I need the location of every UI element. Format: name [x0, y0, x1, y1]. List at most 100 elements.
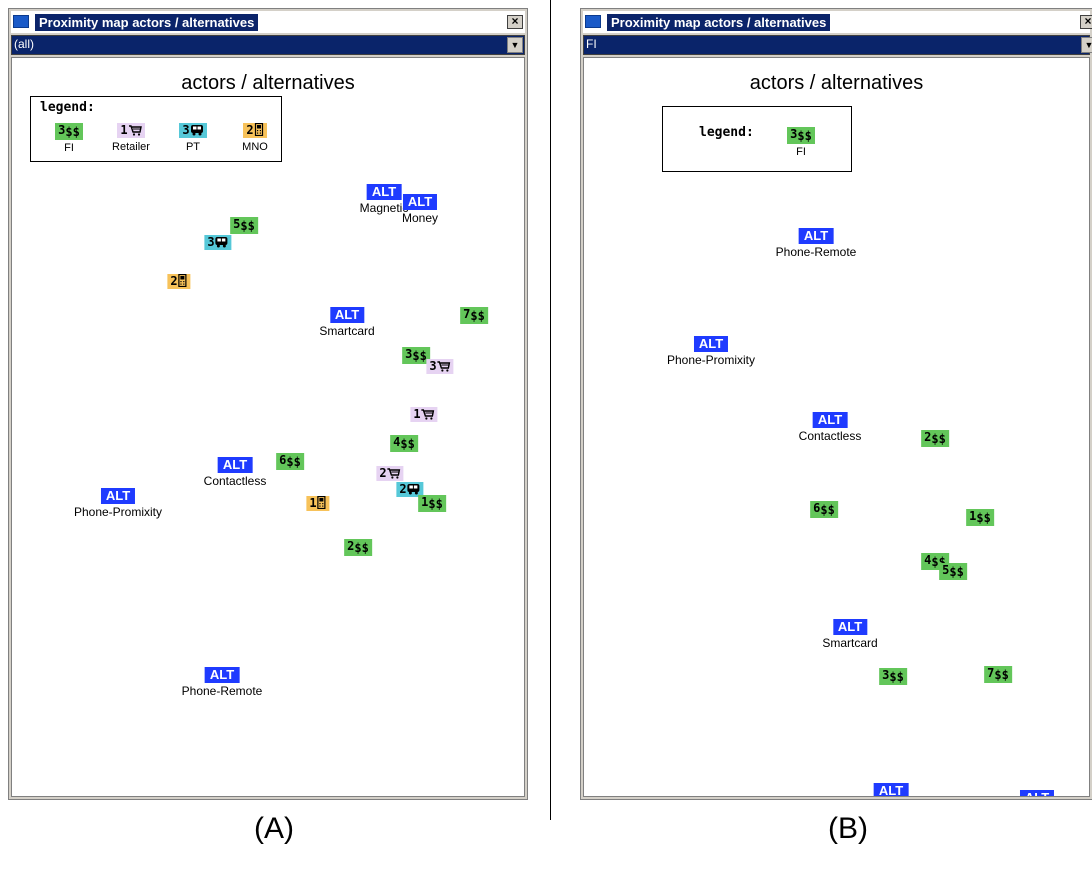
proximity-map-window-b: Proximity map actors / alternatives × FI…: [580, 8, 1092, 800]
fi-actor-marker[interactable]: 4$$: [390, 433, 418, 452]
pt-actor-marker[interactable]: 3: [204, 233, 232, 251]
bus-icon: [407, 484, 420, 495]
fi-actor-marker[interactable]: 3$$: [879, 666, 907, 685]
actor-count: 3: [790, 127, 798, 141]
actor-count: 5: [942, 563, 950, 577]
window-icon: [13, 15, 29, 28]
retailer-actor-marker[interactable]: 2: [376, 464, 404, 482]
fi-actor-marker[interactable]: 2$$: [344, 537, 372, 556]
actor-count: 2: [347, 539, 355, 553]
dollar-icon: $$: [65, 125, 80, 139]
actor-count: 7: [987, 666, 995, 680]
fi-actor-marker[interactable]: 1$$: [418, 493, 446, 512]
phone-icon: [317, 496, 326, 509]
filter-value: (all): [14, 37, 34, 51]
alternative-phone-remote[interactable]: ALT Phone-Remote: [181, 666, 263, 698]
alternative-contactless[interactable]: ALT Contactless: [203, 456, 267, 488]
retailer-actor-marker[interactable]: 3: [426, 357, 454, 375]
mno-actor-marker[interactable]: 2: [167, 272, 191, 290]
cart-icon: [421, 409, 435, 420]
alternative-smartcard[interactable]: ALT Smartcard: [822, 618, 878, 650]
alternative-phone-remote[interactable]: ALT Phone-Remote: [776, 227, 856, 259]
retailer-actor-marker[interactable]: 1: [410, 405, 438, 423]
alt-label: Money: [401, 211, 439, 225]
actor-badge: 2: [243, 123, 267, 138]
actor-count: 2: [379, 466, 387, 480]
alternative-phone-promixity[interactable]: ALT Phone-Promixity: [74, 487, 162, 519]
actor-count: 2: [170, 274, 178, 288]
actor-count: 5: [233, 217, 241, 231]
actor-badge: 2$$: [921, 430, 949, 447]
fi-actor-marker[interactable]: 2$$: [921, 428, 949, 447]
actor-count: 3: [207, 235, 215, 249]
alt-label: Phone-Promixity: [666, 353, 756, 367]
actor-count: 2: [246, 123, 254, 137]
dollar-icon: $$: [931, 432, 946, 446]
bus-icon: [215, 237, 228, 248]
alternative-smartcard[interactable]: ALT Smartcard: [319, 306, 375, 338]
dollar-icon: $$: [949, 565, 964, 579]
alt-badge: ALT: [832, 619, 868, 635]
alt-label: Phone-Remote: [181, 684, 263, 698]
caption-a: (A): [254, 812, 294, 845]
legend-label: FI: [64, 142, 74, 154]
actor-count: 1: [120, 123, 128, 137]
phone-icon: [178, 274, 187, 287]
fi-actor-marker[interactable]: 6$$: [276, 451, 304, 470]
alt-badge: ALT: [100, 488, 136, 504]
actor-count: 7: [463, 307, 471, 321]
close-button[interactable]: ×: [507, 15, 523, 29]
chevron-down-icon[interactable]: ▼: [507, 37, 523, 53]
actor-badge: 3: [426, 359, 454, 374]
legend-item-fi: 3$$ FI: [39, 121, 99, 154]
legend-item-pt: 3 PT: [163, 121, 223, 153]
legend-item-retailer: 1 Retailer: [101, 121, 161, 153]
fi-actor-marker[interactable]: 5$$: [230, 215, 258, 234]
mno-actor-marker[interactable]: 1: [306, 494, 330, 512]
actor-count: 2: [924, 430, 932, 444]
actor-badge: 1$$: [966, 509, 994, 526]
alt-badge: ALT: [329, 307, 365, 323]
chevron-down-icon[interactable]: ▼: [1081, 37, 1092, 53]
alternative-phone-promixity[interactable]: ALT Phone-Promixity: [667, 335, 755, 367]
actor-badge: 3$$: [879, 668, 907, 685]
fi-actor-marker[interactable]: 7$$: [984, 664, 1012, 683]
fi-actor-marker[interactable]: 5$$: [939, 561, 967, 580]
actor-badge: 2: [376, 466, 404, 481]
alt-label: Smartcard: [319, 324, 375, 338]
dollar-icon: $$: [286, 455, 301, 469]
map-canvas: actors / alternatives legend: 3$$ FI 1 Reta…: [11, 57, 525, 797]
window-icon: [585, 15, 601, 28]
actor-badge: 2: [167, 274, 191, 289]
dollar-icon: $$: [797, 129, 812, 143]
filter-select[interactable]: FI ▼: [583, 35, 1092, 55]
actor-count: 3: [405, 347, 413, 361]
fi-actor-marker[interactable]: 7$$: [460, 305, 488, 324]
actor-badge: 3$$: [402, 347, 430, 364]
alt-badge: ALT: [873, 783, 909, 796]
pt-actor-marker[interactable]: 2: [396, 480, 424, 498]
title-bar[interactable]: Proximity map actors / alternatives ×: [583, 11, 1092, 33]
alt-badge: ALT: [204, 667, 240, 683]
map-title: actors / alternatives: [749, 72, 924, 94]
cart-icon: [128, 125, 142, 136]
dollar-icon: $$: [400, 437, 415, 451]
actor-count: 6: [813, 501, 821, 515]
actor-badge: 5$$: [939, 563, 967, 580]
actor-count: 3: [429, 359, 437, 373]
filter-select[interactable]: (all) ▼: [11, 35, 525, 55]
fi-actor-marker[interactable]: 1$$: [966, 507, 994, 526]
close-button[interactable]: ×: [1080, 15, 1092, 29]
title-bar[interactable]: Proximity map actors / alternatives ×: [11, 11, 525, 33]
window-title: Proximity map actors / alternatives: [35, 14, 259, 31]
phone-icon: [254, 123, 263, 136]
caption-b: (B): [828, 812, 868, 845]
alternative-contactless[interactable]: ALT Contactless: [799, 411, 861, 443]
fi-actor-marker[interactable]: 3$$: [402, 345, 430, 364]
fi-actor-marker[interactable]: 6$$: [810, 499, 838, 518]
alt-label: Contactless: [203, 474, 267, 488]
